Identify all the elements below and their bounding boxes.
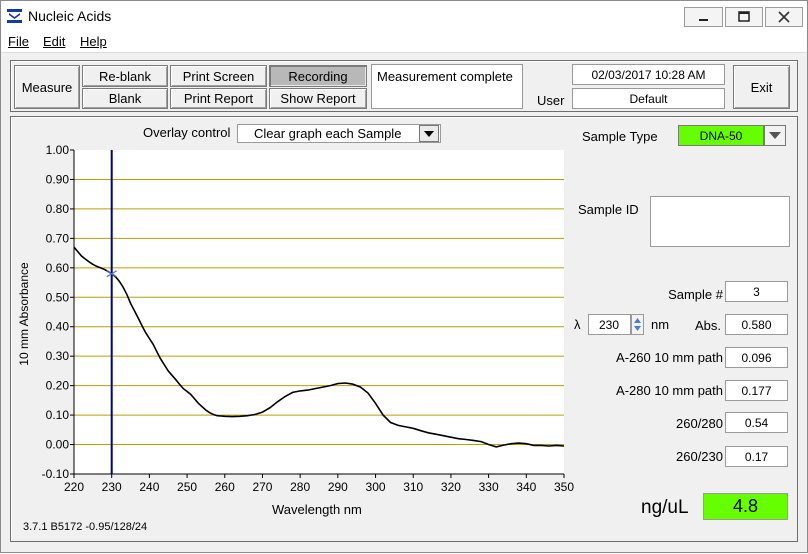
sample-type-dropdown-button[interactable]: [764, 125, 786, 146]
wavelength-input[interactable]: 230: [588, 314, 631, 335]
maximize-button[interactable]: [725, 7, 763, 27]
x-tick-label: 230: [102, 480, 122, 494]
close-button[interactable]: [765, 7, 803, 27]
x-tick-label: 350: [554, 480, 574, 494]
menu-file[interactable]: File: [8, 34, 29, 49]
y-tick-label: 0.70: [46, 231, 70, 245]
y-tick-label: 0.50: [46, 290, 70, 304]
y-tick-label: 0.90: [46, 172, 70, 186]
y-tick-label: 0.10: [46, 408, 70, 422]
app-icon: [6, 8, 23, 24]
x-tick-label: 340: [516, 480, 536, 494]
concentration-value: 4.8: [732, 496, 759, 516]
x-axis-label: Wavelength nm: [272, 502, 362, 517]
menu-edit[interactable]: Edit: [43, 34, 66, 49]
y-tick-label: 0.30: [46, 349, 70, 363]
x-tick-label: 280: [290, 480, 310, 494]
concentration-label: ng/uL: [641, 497, 689, 518]
version-info: 3.7.1 B5172 -0.95/128/24: [23, 521, 148, 533]
print-screen-button[interactable]: Print Screen: [170, 65, 267, 87]
minimize-icon: [699, 19, 708, 21]
x-tick-label: 310: [403, 480, 423, 494]
absorbance-series-line: [73, 246, 565, 448]
datetime-display: 02/03/2017 10:28 AM: [572, 64, 725, 85]
x-tick-label: 330: [479, 480, 499, 494]
ratio-260-230-label: 260/230: [676, 449, 723, 464]
sample-number-field[interactable]: 3: [725, 281, 788, 302]
wavelength-unit: nm: [651, 317, 670, 332]
sample-id-input[interactable]: [650, 196, 790, 247]
maximize-icon: [738, 11, 750, 22]
blank-button[interactable]: Blank: [82, 88, 168, 109]
lambda-symbol: λ: [574, 317, 581, 332]
a260-label: A-260 10 mm path: [616, 350, 723, 365]
x-tick-label: 300: [366, 480, 386, 494]
exit-button[interactable]: Exit: [733, 65, 790, 109]
status-text: Measurement complete: [377, 69, 513, 84]
a260-field: 0.096: [725, 347, 788, 368]
y-tick-label: 0.80: [46, 202, 70, 216]
wavelength-value: 230: [599, 317, 620, 332]
menu-bar: File Edit Help: [1, 31, 807, 53]
cursor-marker-icon: [106, 270, 118, 278]
sample-type-label: Sample Type: [582, 129, 658, 144]
overlay-control-label: Overlay control: [143, 125, 231, 140]
spinner-arrows-icon: [634, 318, 641, 331]
ratio-260-230-field: 0.17: [725, 446, 788, 467]
y-tick-label: 0.20: [46, 379, 70, 393]
sample-number-label: Sample #: [668, 287, 723, 302]
sample-id-label: Sample ID: [578, 202, 639, 217]
close-icon: [778, 11, 790, 23]
chevron-down-icon: [769, 132, 781, 139]
a280-label: A-280 10 mm path: [616, 383, 723, 398]
show-report-button[interactable]: Show Report: [269, 88, 367, 109]
a280-field: 0.177: [725, 380, 788, 401]
y-tick-label: 1.00: [46, 143, 70, 157]
overlay-control-value: Clear graph each Sample: [254, 126, 402, 141]
overlay-control-select[interactable]: Clear graph each Sample: [237, 124, 441, 143]
x-tick-label: 260: [215, 480, 235, 494]
y-tick-label: 0.60: [46, 261, 70, 275]
abs-label: Abs.: [695, 318, 722, 333]
window-title: Nucleic Acids: [28, 8, 112, 24]
menu-help[interactable]: Help: [80, 34, 107, 49]
overlay-dropdown-button[interactable]: [419, 125, 439, 142]
toolbar-panel: Measure Re-blank Blank Print Screen Prin…: [10, 60, 798, 112]
x-tick-label: 270: [252, 480, 272, 494]
abs-field: 0.580: [725, 314, 788, 335]
sample-type-select[interactable]: DNA-50: [678, 125, 764, 146]
y-tick-label: -0.10: [42, 467, 70, 481]
y-axis-label: 10 mm Absorbance: [17, 262, 31, 366]
x-tick-label: 220: [64, 480, 84, 494]
print-report-button[interactable]: Print Report: [170, 88, 267, 109]
sample-type-value: DNA-50: [699, 128, 743, 143]
plot-area[interactable]: [74, 150, 564, 474]
measure-button[interactable]: Measure: [14, 65, 80, 109]
x-tick-label: 240: [139, 480, 159, 494]
reblank-button[interactable]: Re-blank: [82, 65, 168, 87]
wavelength-spinner[interactable]: [631, 314, 644, 335]
ratio-260-280-label: 260/280: [676, 416, 723, 431]
user-display: Default: [572, 88, 725, 109]
title-bar: Nucleic Acids: [1, 1, 807, 31]
ratio-260-280-field: 0.54: [725, 412, 788, 433]
x-tick-label: 250: [177, 480, 197, 494]
user-label: User: [537, 93, 565, 108]
y-tick-label: 0.00: [46, 438, 70, 452]
recording-toggle[interactable]: Recording: [269, 65, 367, 87]
x-tick-label: 320: [441, 480, 461, 494]
status-message: Measurement complete: [371, 64, 523, 109]
x-tick-label: 290: [328, 480, 348, 494]
y-tick-label: 0.40: [46, 320, 70, 334]
concentration-display: 4.8: [703, 493, 788, 520]
minimize-button[interactable]: [684, 7, 723, 27]
chevron-down-icon: [424, 130, 434, 137]
